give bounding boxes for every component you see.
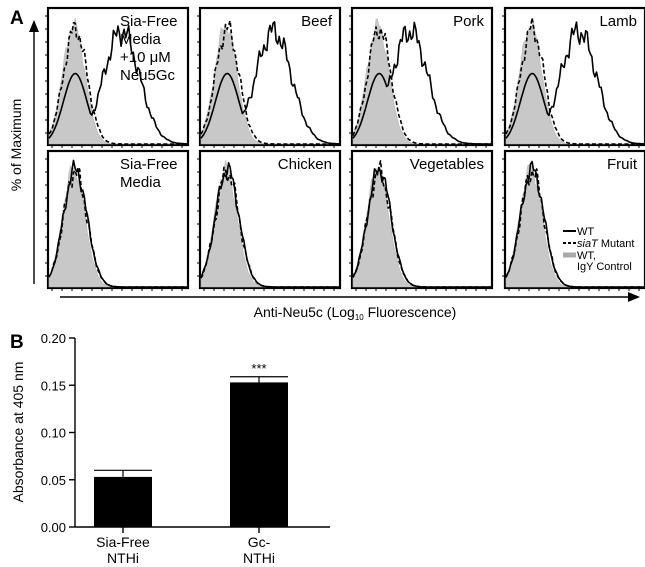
histogram-panel: Fruit <box>502 149 645 291</box>
mutant-histogram <box>505 17 644 145</box>
category-label: Gc- <box>248 534 271 550</box>
legend-control-label-1: WT, <box>577 250 596 262</box>
y-tick-label: 0.10 <box>41 426 66 441</box>
category-label: Sia-Free <box>96 534 150 550</box>
panel-label: Media <box>120 174 162 191</box>
wt-histogram <box>505 160 644 288</box>
legend-wt-label: WT <box>577 226 594 238</box>
y-tick-label: 0.15 <box>41 378 66 393</box>
wt-histogram <box>505 21 645 145</box>
legend-mutant-label: siaT Mutant <box>577 238 634 250</box>
panel-label: Sia-Free <box>120 156 178 173</box>
bar <box>94 476 152 527</box>
xlabel-prefix: Anti-Neu5c (Log <box>254 304 355 320</box>
y-tick-label: 0.20 <box>41 331 66 346</box>
bar <box>230 382 288 527</box>
panel-label: Fruit <box>607 156 638 173</box>
panel-label: Beef <box>301 13 333 30</box>
wt-histogram <box>200 162 339 288</box>
panel-b: B Absorbance at 405 nm 0.000.050.100.150… <box>10 331 330 566</box>
panel-label: Lamb <box>599 13 637 30</box>
histogram-panel: Chicken <box>197 149 342 291</box>
panel-a-letter: A <box>10 8 24 29</box>
panel-a-y-arrowhead <box>29 20 39 32</box>
panel-label: Chicken <box>278 156 332 173</box>
mutant-histogram <box>200 19 339 145</box>
histogram-panel: Lamb <box>502 6 645 148</box>
legend: WT siaT Mutant WT, IgY Control <box>563 226 634 273</box>
wt-histogram <box>48 159 187 288</box>
y-tick-label: 0.00 <box>41 520 66 535</box>
wt-histogram <box>352 166 491 288</box>
y-tick-label: 0.05 <box>41 473 66 488</box>
panel-a: A % of Maximum Anti-Neu5c (Log10 Fluores… <box>8 6 645 322</box>
xlabel-suffix: Fluorescence) <box>364 304 457 320</box>
legend-control-label-2: IgY Control <box>577 261 632 273</box>
panel-b-ylabel: Absorbance at 405 nm <box>10 362 26 503</box>
wt-histogram <box>200 21 339 145</box>
panel-a-ylabel: % of Maximum <box>8 99 24 192</box>
legend-mutant-rest: Mutant <box>598 238 635 250</box>
significance-marker: *** <box>251 361 266 376</box>
panel-b-y-ticks: 0.00 0.05 0.10 0.15 0.20 <box>41 331 75 535</box>
panel-label: Media <box>120 31 162 48</box>
panel-label: Vegetables <box>410 156 484 173</box>
wt-histogram <box>352 21 491 145</box>
wt-histogram <box>48 25 188 145</box>
panel-label: +10 μM <box>120 49 171 66</box>
xlabel-subscript: 10 <box>355 313 364 322</box>
legend-mutant-italic: siaT <box>577 238 599 250</box>
category-label: NTHi <box>107 550 139 566</box>
category-label: NTHi <box>243 550 275 566</box>
panel-label: Neu5Gc <box>120 67 176 84</box>
panel-label: Sia-Free <box>120 13 178 30</box>
mutant-histogram <box>48 22 187 145</box>
panel-label: Pork <box>453 13 484 30</box>
panel-a-x-arrowhead <box>628 292 640 302</box>
histogram-panel: Pork <box>349 6 494 148</box>
panel-a-xlabel: Anti-Neu5c (Log10 Fluorescence) <box>254 304 457 322</box>
panel-b-letter: B <box>10 332 24 353</box>
histogram-panel: Beef <box>197 6 342 148</box>
histogram-panel: Vegetables <box>349 149 494 291</box>
